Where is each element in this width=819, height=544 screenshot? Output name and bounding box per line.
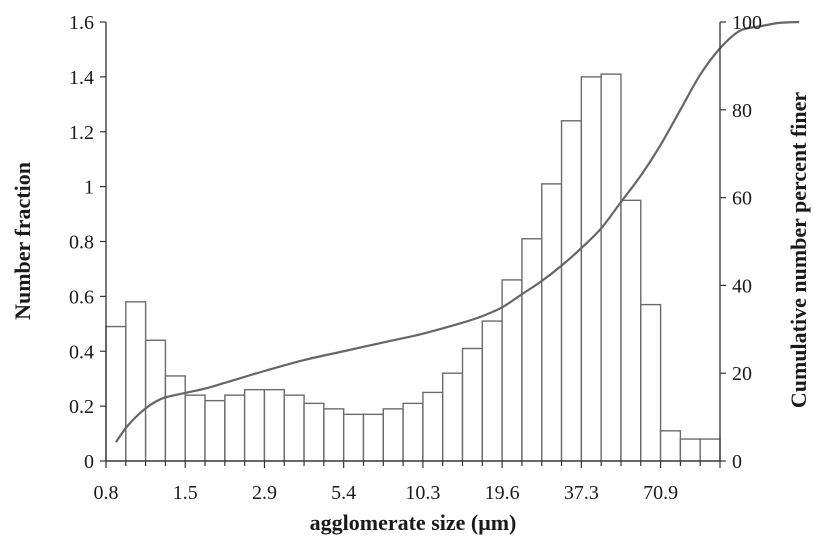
bar bbox=[422, 391, 444, 462]
bar bbox=[461, 347, 484, 462]
y-tick-label: 1 bbox=[84, 177, 94, 199]
y-tick-label: 1.2 bbox=[69, 122, 94, 144]
bar bbox=[204, 399, 226, 462]
bar bbox=[501, 279, 523, 462]
bar bbox=[699, 438, 721, 462]
bar bbox=[481, 320, 503, 462]
bar bbox=[580, 76, 602, 462]
bar bbox=[323, 408, 345, 462]
bar bbox=[125, 301, 147, 462]
cumulative-curve bbox=[115, 20, 800, 443]
bar bbox=[263, 388, 285, 462]
y-tick-label: 0.4 bbox=[69, 341, 94, 363]
y-tick-label: 1.6 bbox=[69, 12, 94, 34]
y-tick-label: 1.4 bbox=[69, 67, 94, 89]
bar bbox=[382, 408, 404, 462]
y-tick-label: 0.6 bbox=[69, 286, 94, 308]
bar bbox=[600, 73, 622, 462]
x-tick-label: 10.3 bbox=[405, 482, 440, 504]
x-tick-label: 70.9 bbox=[643, 482, 678, 504]
y2-tick-label: 40 bbox=[732, 275, 752, 297]
bar bbox=[342, 413, 365, 462]
left-y-ticks: 0 0.2 0.4 0.6 0.8 1 1.2 1.4 1.6 bbox=[69, 12, 106, 473]
x-tick-label: 0.8 bbox=[94, 482, 119, 504]
x-ticks: 0.8 1.5 2.9 5.4 10.3 19.6 37.3 70.9 bbox=[94, 461, 721, 504]
y2-tick-label: 0 bbox=[732, 451, 742, 473]
bar bbox=[659, 430, 682, 462]
bar bbox=[442, 372, 464, 462]
x-tick-label: 5.4 bbox=[331, 482, 356, 504]
left-y-axis-title: Number fraction bbox=[10, 162, 35, 320]
bar bbox=[224, 394, 246, 462]
y2-tick-label: 80 bbox=[732, 100, 752, 122]
x-tick-label: 2.9 bbox=[252, 482, 277, 504]
x-tick-label: 37.3 bbox=[564, 482, 599, 504]
y-tick-label: 0.8 bbox=[69, 232, 94, 254]
y-tick-label: 0 bbox=[84, 451, 94, 473]
bar bbox=[679, 438, 701, 462]
bar bbox=[184, 394, 206, 462]
bar bbox=[560, 120, 583, 462]
bar bbox=[362, 413, 384, 462]
bar bbox=[640, 303, 662, 462]
bar bbox=[402, 402, 424, 462]
y-tick-label: 0.2 bbox=[69, 396, 94, 418]
right-y-axis-title: Cumulative number percent finer bbox=[786, 92, 811, 409]
bar bbox=[303, 402, 325, 462]
y2-tick-label: 60 bbox=[732, 188, 752, 210]
x-axis-title: agglomerate size (μm) bbox=[310, 510, 517, 535]
bar bbox=[620, 199, 642, 462]
bar bbox=[541, 183, 563, 462]
bar bbox=[243, 388, 266, 462]
right-y-ticks: 0 20 40 60 80 100 bbox=[720, 12, 762, 473]
x-tick-label: 19.6 bbox=[485, 482, 520, 504]
bar bbox=[164, 375, 186, 462]
y2-tick-label: 100 bbox=[732, 12, 762, 34]
bar bbox=[521, 238, 543, 462]
bar bbox=[283, 394, 305, 462]
y2-tick-label: 20 bbox=[732, 363, 752, 385]
x-tick-label: 1.5 bbox=[173, 482, 198, 504]
bars-layer bbox=[105, 73, 721, 462]
